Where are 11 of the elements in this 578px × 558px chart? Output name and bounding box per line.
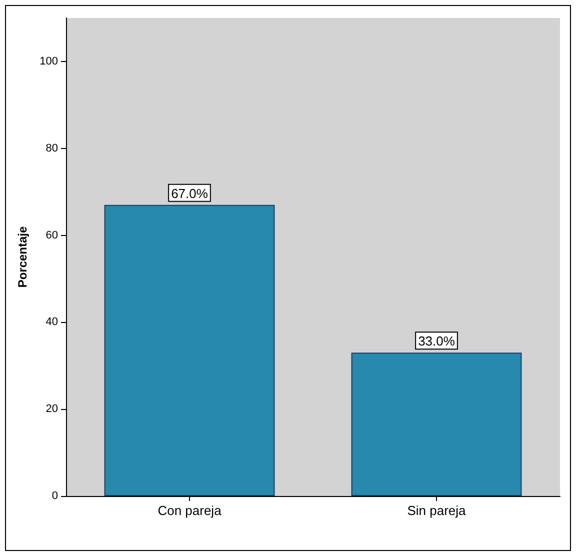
y-tick-label: 80 bbox=[46, 142, 58, 154]
data-label: 67.0% bbox=[171, 186, 208, 201]
data-label: 33.0% bbox=[418, 334, 456, 349]
y-tick-label: 20 bbox=[46, 403, 58, 416]
y-tick-label: 40 bbox=[46, 316, 58, 328]
y-axis-title: Porcentaje bbox=[16, 226, 30, 288]
y-tick-label: 0 bbox=[52, 490, 58, 502]
y-tick-label: 60 bbox=[46, 229, 58, 242]
x-tick-label: Con pareja bbox=[158, 503, 222, 518]
y-tick-label: 100 bbox=[40, 55, 58, 68]
x-tick-label: Sin pareja bbox=[407, 503, 467, 518]
